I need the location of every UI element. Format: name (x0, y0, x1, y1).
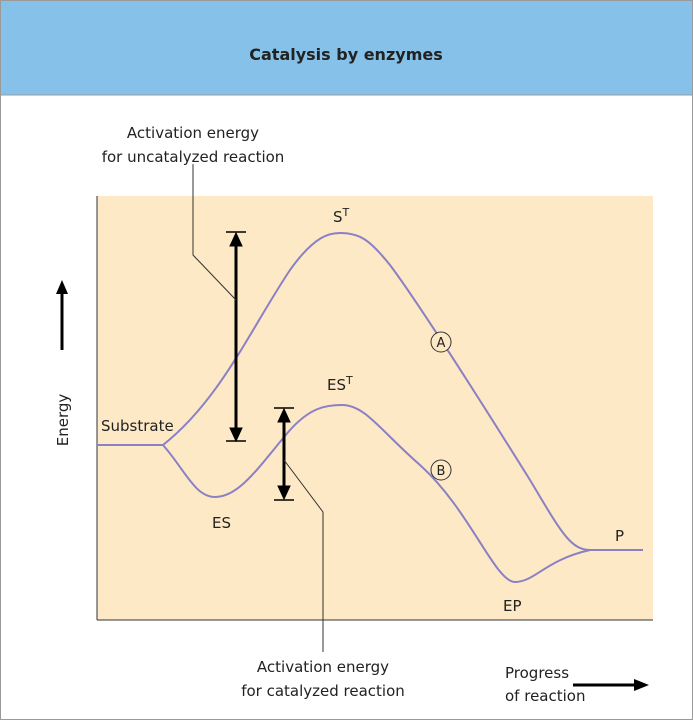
plot-area (97, 196, 653, 620)
leader-catalyzed (283, 459, 324, 652)
curve-marker (430, 331, 452, 353)
annotation: Activation energy (257, 658, 389, 676)
label: EP (503, 597, 522, 615)
leader-uncatalyzed (192, 164, 237, 301)
label: A (437, 336, 446, 351)
label: B (437, 464, 446, 479)
label-sup: T (345, 374, 353, 387)
annotation: for catalyzed reaction (241, 682, 405, 700)
y-axis-arrow (56, 280, 68, 350)
annotation: for uncatalyzed reaction (102, 148, 285, 166)
label: EST (327, 374, 353, 394)
label: Substrate (101, 417, 174, 435)
x-axis-label: of reaction (505, 687, 585, 705)
label-sup: T (342, 206, 350, 219)
x-axis-label: Progress (505, 664, 569, 682)
uncatalyzed-arrow (226, 231, 246, 443)
label-base: ES (327, 376, 346, 394)
label: P (615, 527, 624, 545)
curve-marker (430, 459, 452, 481)
annotation: Activation energy (127, 124, 259, 142)
label-base: S (333, 208, 343, 226)
label: ST (333, 206, 350, 226)
title: Catalysis by enzymes (249, 45, 442, 64)
uncatalyzed-curve (97, 231, 643, 551)
label: ES (212, 514, 231, 532)
catalyzed-arrow (274, 407, 294, 501)
catalyzed-curve (162, 403, 591, 584)
y-axis-label: Energy (54, 394, 72, 447)
x-axis-arrow (573, 679, 649, 691)
header-band (1, 1, 692, 95)
